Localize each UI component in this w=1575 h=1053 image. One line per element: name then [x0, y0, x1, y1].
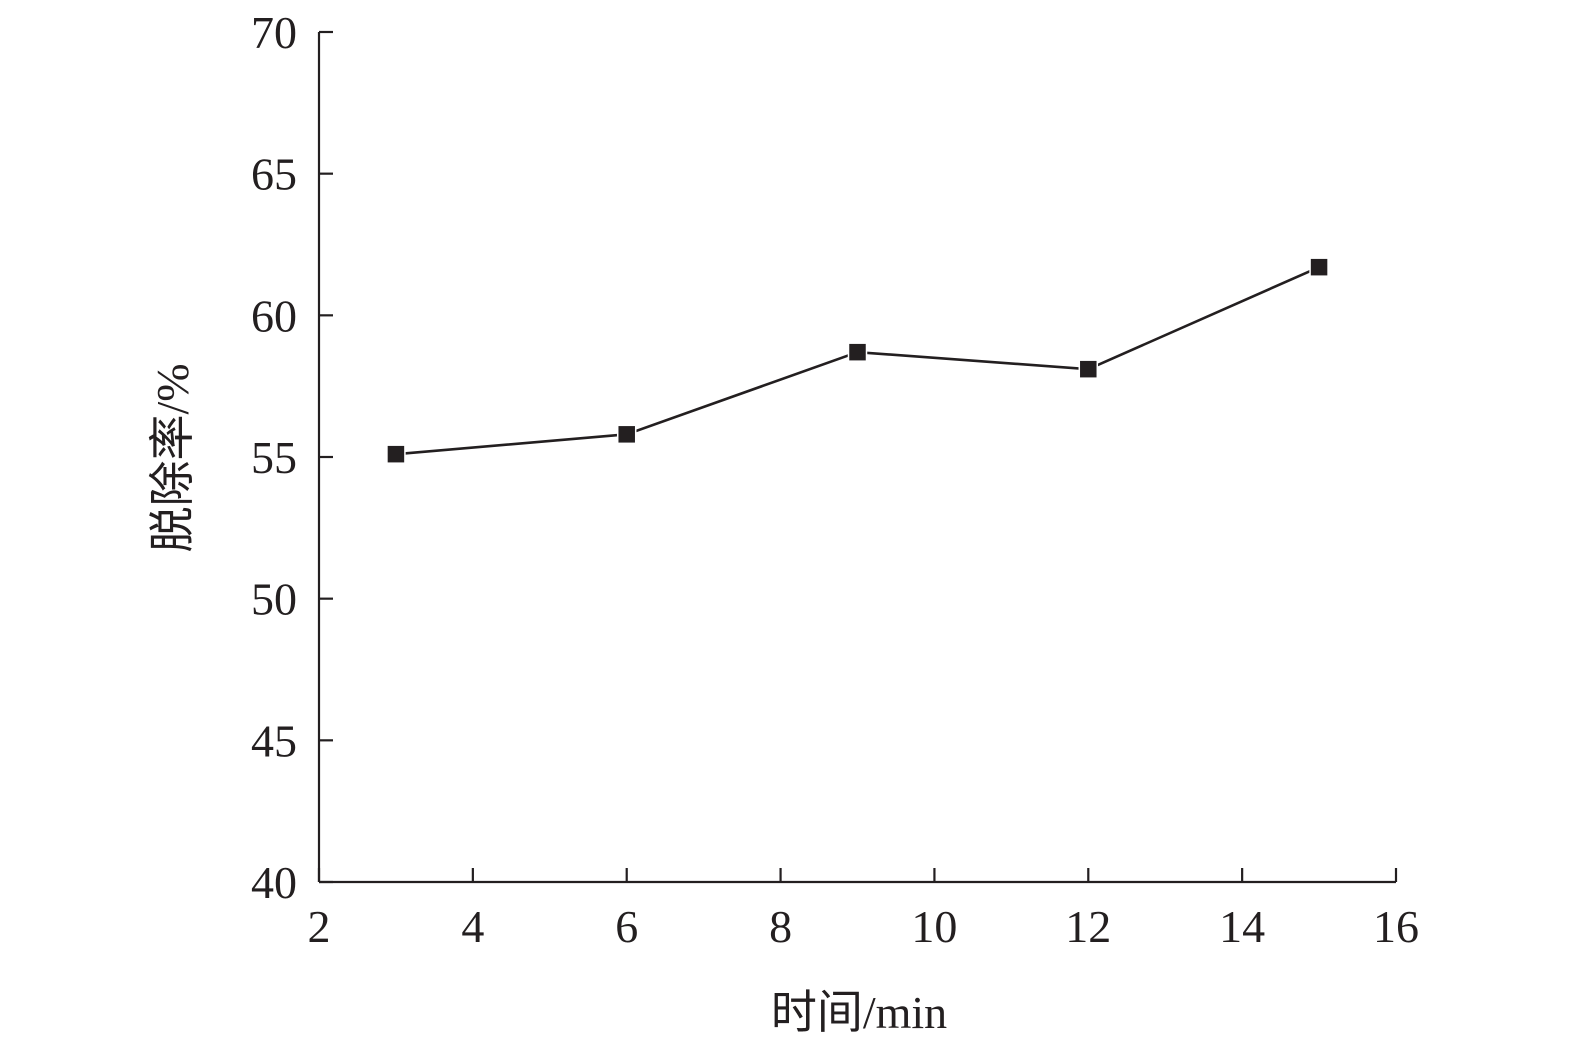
x-tick-label: 4 — [461, 901, 484, 952]
y-tick-label: 60 — [251, 290, 297, 341]
x-tick-label: 8 — [769, 901, 792, 952]
y-tick-label: 55 — [251, 432, 297, 483]
y-tick-label: 50 — [251, 574, 297, 625]
y-tick-label: 65 — [251, 149, 297, 200]
data-point-marker — [847, 342, 868, 362]
x-tick-label: 12 — [1065, 901, 1111, 952]
y-tick-label: 40 — [251, 857, 297, 908]
y-tick-label: 70 — [251, 7, 297, 58]
x-tick-label: 16 — [1373, 901, 1419, 952]
data-point-marker — [616, 424, 637, 445]
data-point-marker — [1309, 257, 1329, 277]
axes — [317, 32, 1396, 884]
data-point-marker — [386, 444, 406, 464]
y-axis-title: 脱除率/% — [147, 363, 198, 552]
x-axis-title: 时间/min — [771, 987, 947, 1038]
x-tick-label: 14 — [1219, 901, 1265, 952]
series — [386, 257, 1329, 464]
x-tick-label: 10 — [911, 901, 957, 952]
y-tick-label: 45 — [251, 715, 297, 766]
data-point-marker — [1078, 359, 1099, 379]
x-tick-label: 2 — [308, 901, 331, 952]
x-tick-label: 6 — [615, 901, 638, 952]
ticks: 40 45 50 55 60 65 70 2 4 6 8 10 12 14 16 — [251, 7, 1419, 952]
